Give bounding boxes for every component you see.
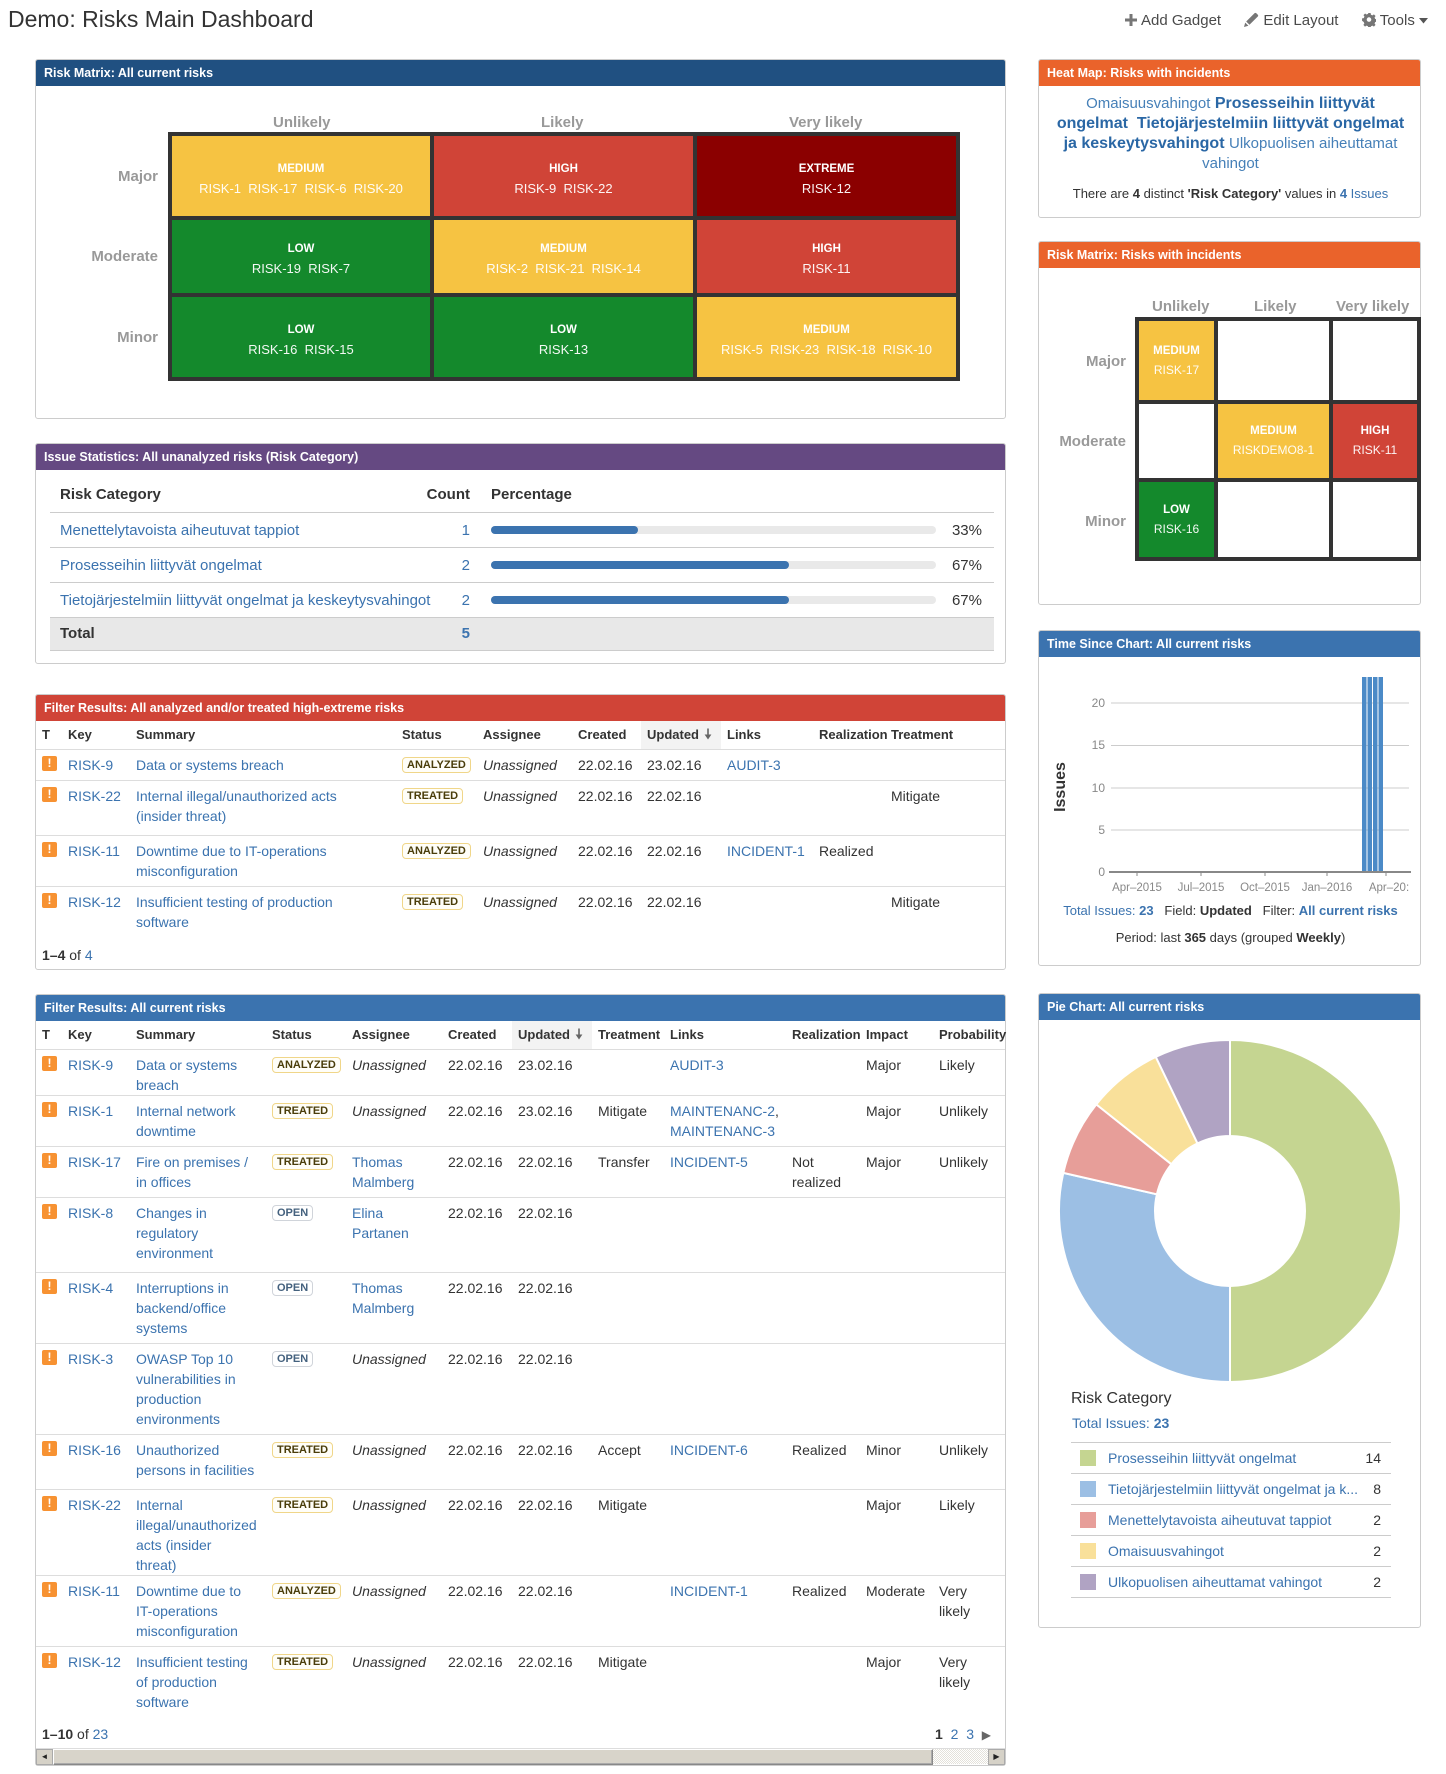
svg-text:10: 10	[1092, 781, 1106, 795]
svg-text:15: 15	[1092, 738, 1106, 752]
svg-text:Oct–2015: Oct–2015	[1240, 882, 1290, 894]
svg-text:Issues: Issues	[1052, 762, 1069, 812]
svg-text:Apr–2015: Apr–2015	[1112, 882, 1162, 894]
svg-text:20: 20	[1092, 696, 1106, 710]
svg-text:0: 0	[1098, 865, 1105, 879]
svg-text:Jul–2015: Jul–2015	[1178, 882, 1225, 894]
svg-text:5: 5	[1098, 823, 1105, 837]
svg-text:Apr–20:: Apr–20:	[1369, 882, 1409, 894]
svg-text:Jan–2016: Jan–2016	[1302, 882, 1353, 894]
